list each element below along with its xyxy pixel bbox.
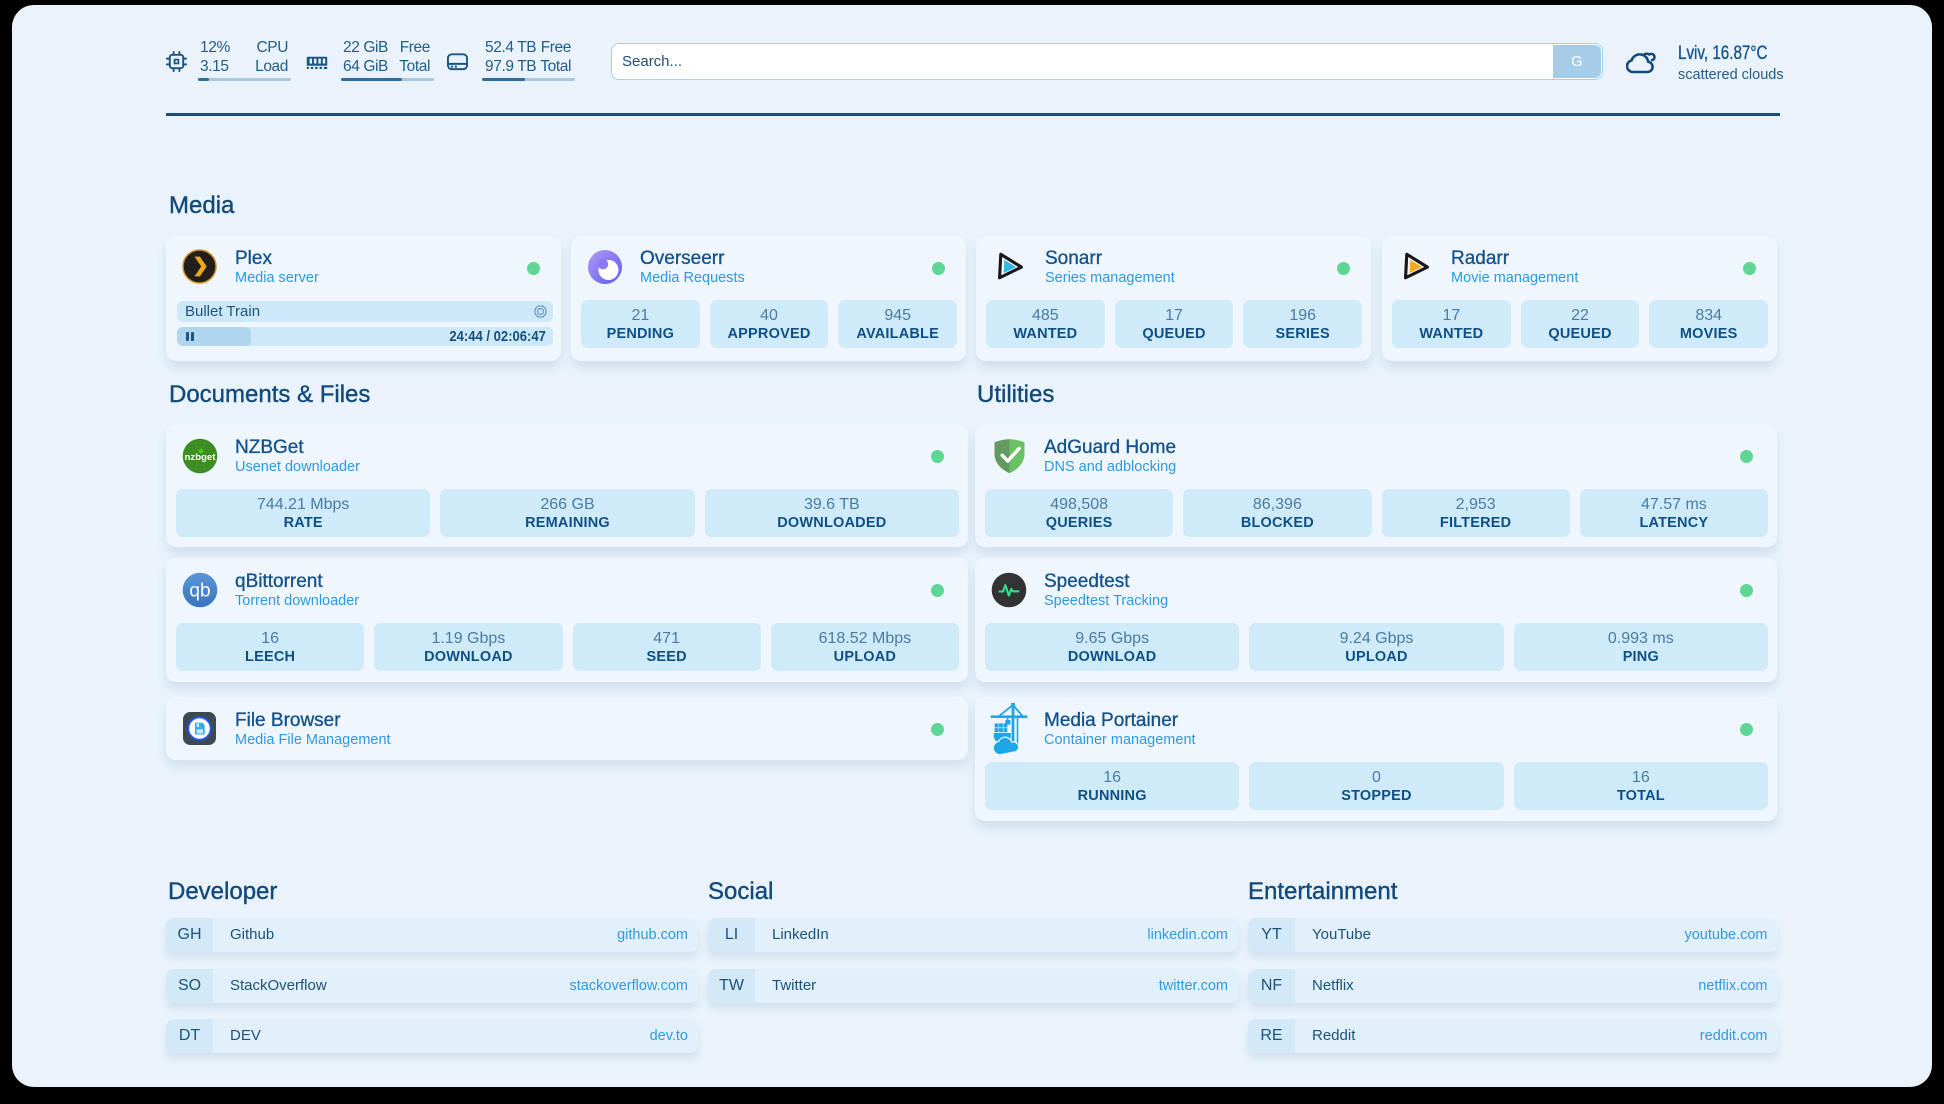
svg-text:nzbget: nzbget [185,451,217,462]
svg-text:qb: qb [189,580,210,601]
